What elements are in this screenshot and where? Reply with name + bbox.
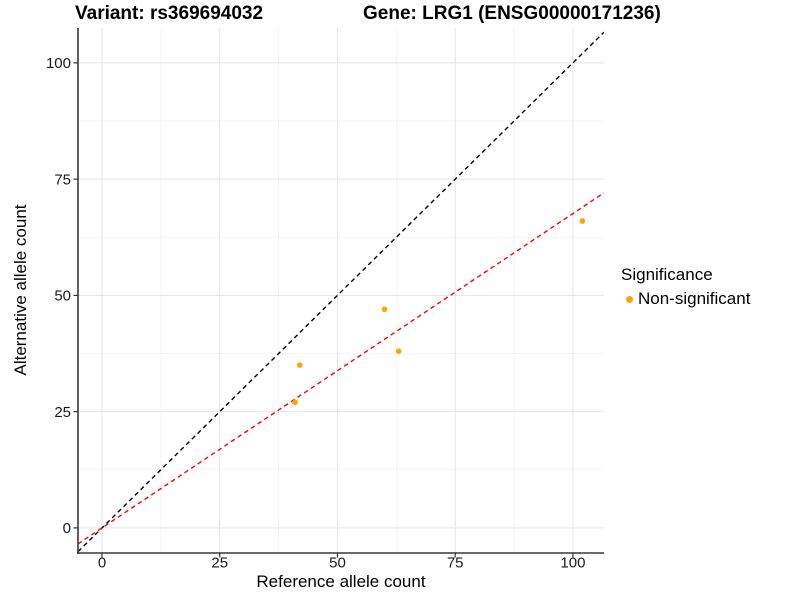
x-tick-label: 0 (98, 555, 106, 572)
x-tick-label: 25 (211, 555, 228, 572)
variant-title: Variant: rs369694032 (75, 3, 264, 24)
y-tick-label: 0 (63, 520, 71, 537)
legend-row: Non-significant (621, 289, 750, 309)
y-tick-label: 50 (54, 288, 71, 305)
data-point (292, 399, 298, 406)
legend: Significance Non-significant (621, 265, 750, 309)
x-tick-label: 50 (329, 555, 346, 572)
x-tick-label: 75 (447, 555, 464, 572)
x-tick-label: 100 (560, 555, 585, 572)
legend-entry-label: Non-significant (638, 289, 751, 308)
legend-entries: Non-significant (621, 289, 750, 309)
gene-title: Gene: LRG1 (ENSG00000171236) (363, 3, 661, 24)
legend-marker-circle-icon (626, 295, 633, 303)
data-point (381, 306, 388, 313)
y-tick-label: 25 (54, 404, 71, 421)
data-point (296, 362, 303, 368)
x-axis-title: Reference allele count (256, 572, 426, 591)
legend-title: Significance (621, 265, 713, 284)
y-tick-label: 75 (54, 171, 71, 188)
y-axis-title: Alternative allele count (11, 204, 30, 376)
y-tick-label: 100 (46, 55, 71, 72)
data-point (395, 348, 402, 354)
data-point (579, 218, 586, 224)
identity-line (78, 31, 604, 553)
fit-line (78, 192, 604, 545)
